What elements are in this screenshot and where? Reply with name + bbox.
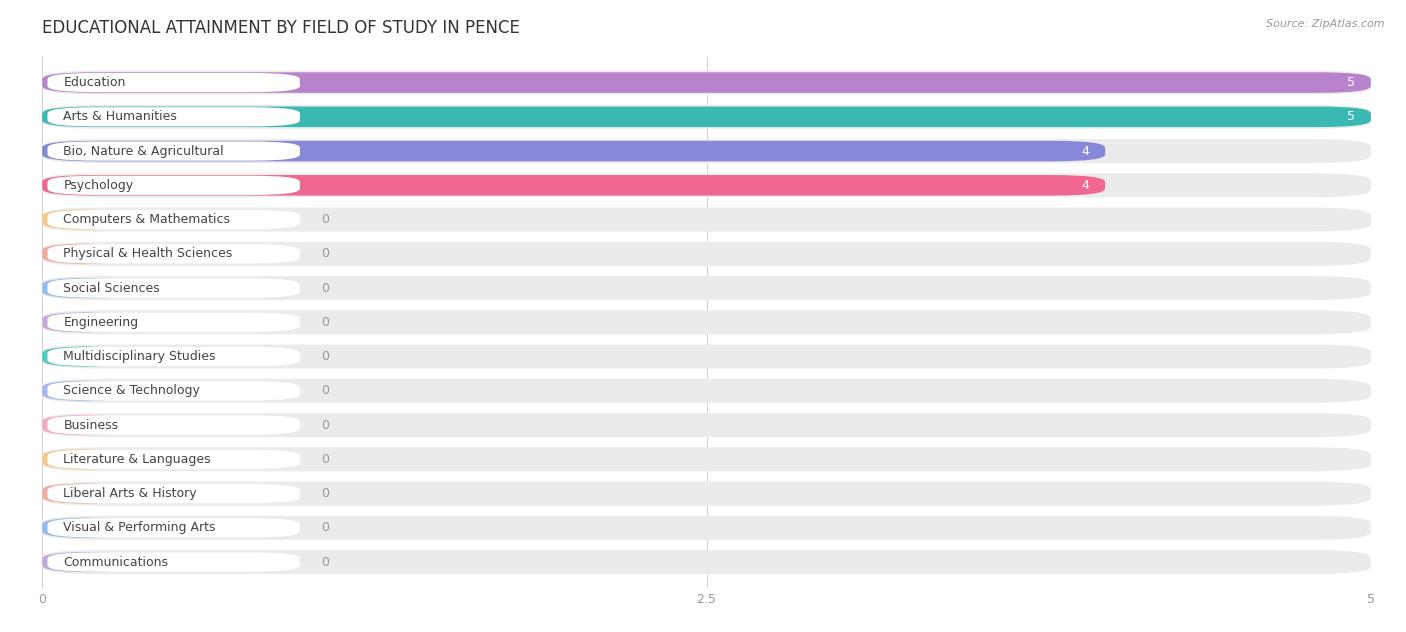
- FancyBboxPatch shape: [48, 279, 299, 298]
- Text: 0: 0: [321, 487, 329, 500]
- FancyBboxPatch shape: [42, 278, 127, 298]
- FancyBboxPatch shape: [42, 518, 127, 538]
- Text: 0: 0: [321, 247, 329, 260]
- FancyBboxPatch shape: [42, 242, 1371, 266]
- FancyBboxPatch shape: [42, 346, 127, 367]
- Text: Education: Education: [63, 76, 125, 89]
- Text: Social Sciences: Social Sciences: [63, 282, 160, 295]
- FancyBboxPatch shape: [48, 210, 299, 229]
- Text: Communications: Communications: [63, 556, 169, 569]
- Text: Engineering: Engineering: [63, 316, 139, 329]
- FancyBboxPatch shape: [42, 449, 127, 470]
- FancyBboxPatch shape: [48, 552, 299, 572]
- FancyBboxPatch shape: [42, 380, 127, 401]
- Text: Arts & Humanities: Arts & Humanities: [63, 111, 177, 123]
- FancyBboxPatch shape: [48, 107, 299, 126]
- Text: Business: Business: [63, 418, 118, 432]
- FancyBboxPatch shape: [42, 209, 127, 230]
- FancyBboxPatch shape: [42, 413, 1371, 437]
- FancyBboxPatch shape: [48, 347, 299, 366]
- FancyBboxPatch shape: [42, 107, 1371, 127]
- FancyBboxPatch shape: [42, 344, 1371, 368]
- FancyBboxPatch shape: [42, 415, 127, 435]
- FancyBboxPatch shape: [48, 518, 299, 537]
- FancyBboxPatch shape: [48, 73, 299, 92]
- Text: 0: 0: [321, 350, 329, 363]
- FancyBboxPatch shape: [42, 482, 1371, 506]
- FancyBboxPatch shape: [42, 312, 127, 332]
- Text: 0: 0: [321, 282, 329, 295]
- FancyBboxPatch shape: [48, 313, 299, 332]
- FancyBboxPatch shape: [48, 450, 299, 469]
- Text: 0: 0: [321, 453, 329, 466]
- FancyBboxPatch shape: [42, 550, 1371, 574]
- FancyBboxPatch shape: [42, 207, 1371, 231]
- Text: Physical & Health Sciences: Physical & Health Sciences: [63, 247, 232, 260]
- Text: 5: 5: [1347, 76, 1355, 89]
- Text: Computers & Mathematics: Computers & Mathematics: [63, 213, 231, 226]
- FancyBboxPatch shape: [42, 175, 1105, 195]
- FancyBboxPatch shape: [42, 139, 1371, 163]
- FancyBboxPatch shape: [42, 243, 127, 264]
- FancyBboxPatch shape: [42, 483, 127, 504]
- FancyBboxPatch shape: [42, 141, 1105, 161]
- FancyBboxPatch shape: [48, 484, 299, 503]
- Text: Liberal Arts & History: Liberal Arts & History: [63, 487, 197, 500]
- Text: Bio, Nature & Agricultural: Bio, Nature & Agricultural: [63, 145, 224, 157]
- FancyBboxPatch shape: [42, 105, 1371, 129]
- Text: EDUCATIONAL ATTAINMENT BY FIELD OF STUDY IN PENCE: EDUCATIONAL ATTAINMENT BY FIELD OF STUDY…: [42, 19, 520, 37]
- Text: 0: 0: [321, 316, 329, 329]
- Text: Psychology: Psychology: [63, 179, 134, 192]
- Text: Literature & Languages: Literature & Languages: [63, 453, 211, 466]
- Text: 0: 0: [321, 213, 329, 226]
- Text: Visual & Performing Arts: Visual & Performing Arts: [63, 521, 217, 534]
- FancyBboxPatch shape: [42, 516, 1371, 540]
- Text: Multidisciplinary Studies: Multidisciplinary Studies: [63, 350, 217, 363]
- Text: 4: 4: [1081, 179, 1090, 192]
- FancyBboxPatch shape: [48, 415, 299, 435]
- Text: 4: 4: [1081, 145, 1090, 157]
- FancyBboxPatch shape: [42, 379, 1371, 403]
- FancyBboxPatch shape: [42, 72, 1371, 93]
- Text: Science & Technology: Science & Technology: [63, 384, 200, 398]
- Text: 0: 0: [321, 521, 329, 534]
- FancyBboxPatch shape: [48, 381, 299, 401]
- FancyBboxPatch shape: [48, 142, 299, 161]
- FancyBboxPatch shape: [42, 71, 1371, 95]
- Text: Source: ZipAtlas.com: Source: ZipAtlas.com: [1267, 19, 1385, 29]
- Text: 0: 0: [321, 556, 329, 569]
- Text: 0: 0: [321, 384, 329, 398]
- FancyBboxPatch shape: [48, 244, 299, 264]
- FancyBboxPatch shape: [42, 310, 1371, 334]
- FancyBboxPatch shape: [42, 552, 127, 573]
- Text: 5: 5: [1347, 111, 1355, 123]
- FancyBboxPatch shape: [42, 447, 1371, 471]
- Text: 0: 0: [321, 418, 329, 432]
- FancyBboxPatch shape: [48, 176, 299, 195]
- FancyBboxPatch shape: [42, 173, 1371, 197]
- FancyBboxPatch shape: [42, 276, 1371, 300]
